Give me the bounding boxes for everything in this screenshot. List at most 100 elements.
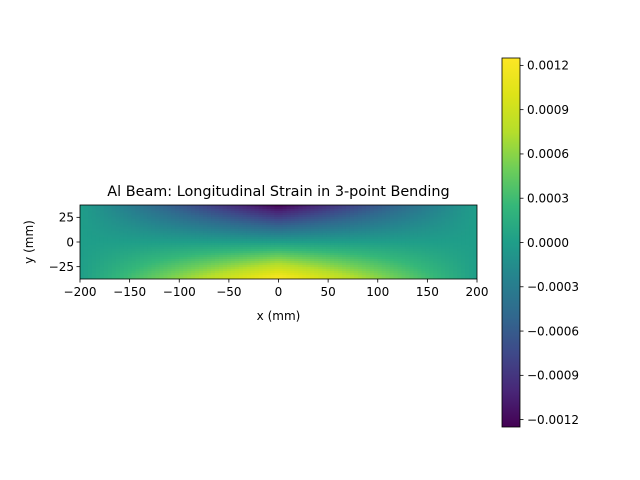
colorbar-tick-label: 0.0006	[527, 147, 569, 161]
heatmap-cell	[413, 273, 419, 276]
heatmap-cell	[413, 261, 419, 264]
heatmap-cell	[437, 253, 442, 256]
heatmap-cell	[286, 225, 292, 228]
heatmap-cell	[373, 213, 379, 216]
heatmap-cell	[151, 273, 157, 276]
heatmap-cell	[211, 221, 216, 224]
heatmap-cell	[453, 217, 458, 220]
heatmap-cell	[361, 259, 367, 262]
heatmap-cell	[365, 237, 371, 240]
heatmap-cell	[175, 209, 180, 212]
heatmap-cell	[318, 247, 323, 250]
heatmap-cell	[373, 239, 379, 242]
heatmap-cell	[155, 235, 160, 238]
heatmap-cell	[135, 217, 141, 220]
heatmap-cell	[306, 227, 311, 230]
heatmap-cell	[389, 211, 395, 214]
heatmap-cell	[473, 261, 477, 264]
heatmap-cell	[123, 233, 129, 236]
heatmap-cell	[310, 273, 315, 276]
heatmap-cell	[453, 243, 458, 246]
heatmap-cell	[373, 277, 379, 279]
heatmap-cell	[155, 233, 160, 236]
heatmap-cell	[258, 255, 264, 258]
heatmap-cell	[238, 259, 244, 262]
heatmap-cell	[238, 223, 244, 226]
heatmap-cell	[131, 247, 137, 250]
heatmap-cell	[278, 235, 284, 238]
heatmap-cell	[441, 267, 446, 270]
heatmap-cell	[230, 217, 236, 220]
heatmap-cell	[80, 259, 85, 262]
heatmap-cell	[167, 261, 172, 264]
heatmap-cell	[163, 231, 168, 234]
heatmap-cell	[83, 247, 89, 250]
heatmap-cell	[433, 263, 438, 266]
heatmap-cell	[127, 247, 133, 250]
heatmap-cell	[437, 209, 442, 212]
heatmap-cell	[373, 229, 379, 232]
heatmap-cell	[103, 221, 109, 224]
heatmap-cell	[95, 237, 101, 240]
heatmap-cell	[143, 235, 149, 238]
heatmap-cell	[409, 233, 415, 236]
heatmap-cell	[338, 213, 343, 216]
heatmap-cell	[306, 275, 311, 278]
heatmap-cell	[111, 259, 117, 262]
heatmap-cell	[417, 217, 423, 220]
heatmap-cell	[175, 259, 180, 262]
heatmap-cell	[139, 255, 145, 258]
heatmap-cell	[175, 269, 180, 272]
heatmap-cell	[318, 251, 323, 254]
heatmap-cell	[369, 217, 375, 220]
heatmap-cell	[342, 211, 347, 214]
heatmap-cell	[286, 219, 292, 222]
heatmap-cell	[373, 249, 379, 252]
heatmap-cell	[159, 251, 164, 254]
heatmap-cell	[266, 225, 272, 228]
heatmap-cell	[266, 263, 272, 266]
heatmap-cell	[425, 233, 430, 236]
heatmap-cell	[405, 219, 411, 222]
heatmap-cell	[445, 259, 450, 262]
heatmap-cell	[342, 229, 347, 232]
heatmap-cell	[183, 261, 188, 264]
heatmap-cell	[143, 229, 149, 232]
heatmap-cell	[250, 241, 256, 244]
heatmap-cell	[131, 231, 137, 234]
heatmap-cell	[353, 245, 359, 248]
heatmap-cell	[270, 225, 276, 228]
heatmap-cell	[429, 221, 434, 224]
heatmap-cell	[151, 259, 157, 262]
heatmap-cell	[135, 211, 141, 214]
heatmap-cell	[425, 239, 430, 242]
heatmap-cell	[401, 247, 407, 250]
heatmap-cell	[282, 215, 288, 218]
heatmap-cell	[381, 267, 387, 270]
heatmap-cell	[421, 253, 426, 256]
heatmap-cell	[361, 221, 367, 224]
heatmap-cell	[369, 211, 375, 214]
heatmap-cell	[314, 221, 319, 224]
heatmap-cell	[421, 211, 426, 214]
heatmap-cell	[389, 253, 395, 256]
heatmap-cell	[338, 223, 343, 226]
heatmap-cell	[349, 271, 355, 274]
heatmap-cell	[163, 229, 168, 232]
heatmap-cell	[179, 257, 184, 260]
heatmap-cell	[179, 217, 184, 220]
heatmap-cell	[453, 277, 458, 279]
heatmap-cell	[449, 227, 454, 230]
heatmap-cell	[437, 259, 442, 262]
heatmap-cell	[230, 225, 236, 228]
heatmap-cell	[254, 219, 260, 222]
heatmap-cell	[127, 271, 133, 274]
heatmap-cell	[274, 251, 280, 254]
heatmap-cell	[401, 217, 407, 220]
heatmap-cell	[361, 209, 367, 212]
heatmap-cell	[270, 261, 276, 264]
heatmap-cell	[389, 207, 395, 210]
heatmap-cell	[262, 213, 268, 216]
heatmap-cell	[338, 251, 343, 254]
heatmap-cell	[187, 265, 192, 268]
